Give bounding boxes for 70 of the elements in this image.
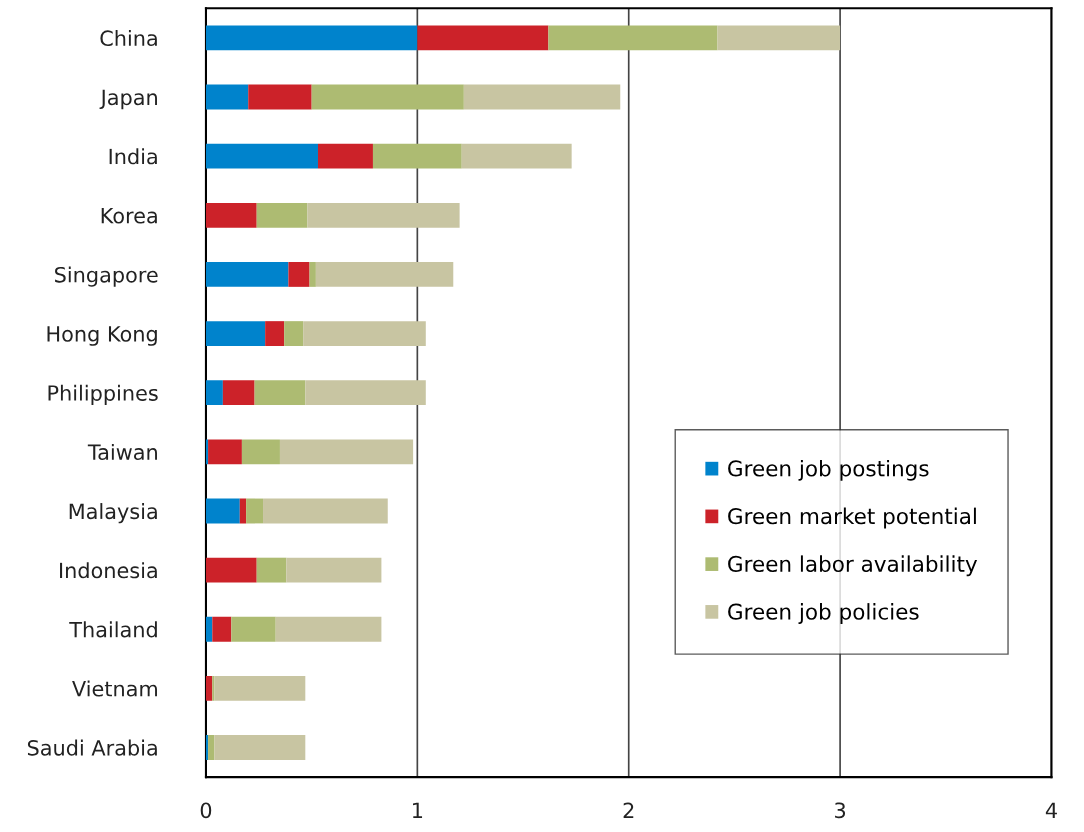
y-tick-label: Korea — [101, 208, 157, 224]
bar — [205, 498, 240, 524]
bar — [372, 143, 462, 169]
bar — [315, 262, 454, 287]
bar — [222, 380, 255, 406]
bar — [307, 202, 460, 228]
y-tick-label: Thailand — [69, 621, 157, 638]
bar — [548, 25, 718, 51]
bar — [284, 321, 304, 346]
y-tick-label: China — [100, 29, 157, 47]
bar — [212, 616, 232, 642]
bar — [205, 202, 257, 228]
bar — [246, 498, 264, 524]
x-tick-label: 3 — [835, 802, 846, 819]
bar — [239, 498, 247, 524]
bar — [205, 321, 266, 346]
bar — [205, 262, 289, 287]
y-tick-label: Indonesia — [60, 562, 157, 579]
x-tick-label: 4 — [1045, 802, 1057, 818]
bar — [303, 321, 426, 346]
bar — [205, 143, 318, 169]
bar — [205, 616, 213, 642]
bar — [463, 84, 621, 110]
bar — [286, 557, 382, 583]
legend-label: Green job policies — [728, 603, 919, 624]
bar — [205, 439, 209, 465]
y-tick-label: India — [109, 148, 157, 165]
bar — [279, 439, 414, 465]
bar — [256, 557, 287, 583]
y-tick-label: Hong Kong — [47, 326, 157, 346]
bar — [208, 439, 242, 465]
bar — [263, 498, 388, 524]
y-tick-label: Saudi Arabia — [27, 739, 157, 756]
legend-label: Green market potential — [728, 507, 976, 529]
y-tick-label: Singapore — [55, 266, 158, 287]
y-tick-label: Malaysia — [69, 503, 157, 524]
x-tick-label: 0 — [200, 802, 212, 819]
bar — [205, 675, 213, 701]
bar — [241, 439, 280, 465]
bar — [231, 616, 276, 642]
y-tick-label: Vietnam — [72, 680, 157, 697]
bar — [205, 735, 209, 760]
bar — [309, 262, 316, 287]
bar — [214, 735, 306, 760]
bar — [717, 25, 841, 51]
bar — [205, 25, 418, 51]
bar — [205, 84, 249, 110]
y-tick-label: Japan — [99, 89, 157, 110]
bar — [417, 25, 549, 51]
bar — [214, 675, 306, 701]
x-tick-label: 1 — [413, 802, 423, 818]
bar — [212, 675, 215, 701]
bar — [311, 84, 464, 110]
bar — [256, 202, 308, 228]
bar — [461, 143, 572, 169]
bar — [254, 380, 306, 406]
bar — [275, 616, 382, 642]
legend-label: Green job postings — [728, 459, 929, 481]
legend-label: Green labor availability — [728, 555, 978, 577]
bar — [288, 262, 310, 287]
y-tick-label: Taiwan — [87, 443, 157, 461]
y-tick-label: Philippines — [48, 384, 158, 405]
x-tick-label: 2 — [623, 802, 634, 818]
bar — [248, 84, 312, 110]
bar — [208, 735, 215, 760]
bar — [205, 557, 257, 583]
bar — [317, 143, 373, 169]
bar — [265, 321, 285, 346]
bar — [305, 380, 426, 406]
bar — [205, 380, 223, 406]
